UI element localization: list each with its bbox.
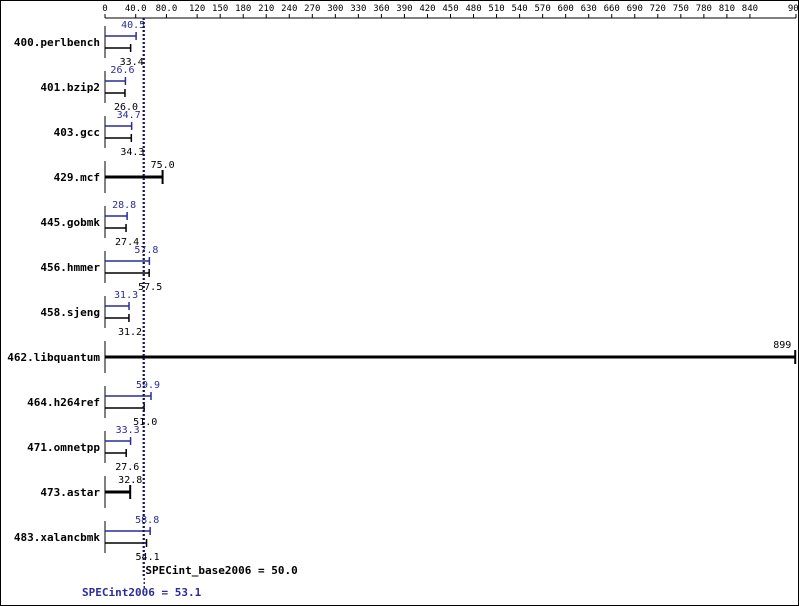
x-tick-label: 390 <box>396 4 412 14</box>
x-tick-label: 840 <box>742 4 758 14</box>
benchmark-label: 445.gobmk <box>40 216 100 229</box>
reference-lines: SPECint_base2006 = 50.0 SPECint2006 = 53.… <box>82 18 298 599</box>
x-tick-label: 540 <box>511 4 527 14</box>
base-value-label: 57.5 <box>138 282 162 293</box>
x-tick-label: 270 <box>304 4 320 14</box>
benchmark-label: 403.gcc <box>54 126 100 139</box>
benchmark-label: 429.mcf <box>54 171 100 184</box>
x-tick-label: 150 <box>212 4 228 14</box>
x-tick-label: 360 <box>373 4 389 14</box>
base-value-label: 31.2 <box>118 327 142 338</box>
x-tick-label: 120 <box>189 4 205 14</box>
x-tick-label: 750 <box>673 4 689 14</box>
x-tick-label: 600 <box>558 4 574 14</box>
benchmark-label: 401.bzip2 <box>40 81 100 94</box>
x-tick-label: 810 <box>719 4 735 14</box>
peak-summary-label: SPECint2006 = 53.1 <box>82 586 202 599</box>
x-tick-label: 570 <box>535 4 551 14</box>
peak-value-label: 40.5 <box>121 20 145 31</box>
x-tick-label: 450 <box>442 4 458 14</box>
bars <box>104 26 797 553</box>
peak-value-label: 28.8 <box>112 200 136 211</box>
x-axis-ticks: 0 40.0 80.0 120 150 180 210 240 270 300 330 360 390 4… <box>102 4 799 19</box>
benchmark-label: 471.omnetpp <box>27 441 100 454</box>
base-value-label: 27.6 <box>115 462 139 473</box>
base-value-label: 54.1 <box>136 552 160 563</box>
benchmark-label: 473.astar <box>40 486 100 499</box>
x-tick-label: 40.0 <box>125 4 147 14</box>
base-value-label: 26.0 <box>114 102 138 113</box>
peak-value-label: 58.8 <box>135 515 159 526</box>
peak-value-label: 57.8 <box>134 245 158 256</box>
x-tick-label: 480 <box>465 4 481 14</box>
base-value-label: 75.0 <box>151 160 175 171</box>
benchmark-label: 400.perlbench <box>14 36 100 49</box>
x-tick-label: 180 <box>235 4 251 14</box>
x-tick-label: 0 <box>102 4 107 14</box>
benchmark-label: 458.sjeng <box>40 306 100 319</box>
x-tick-label: 900 <box>788 4 799 14</box>
x-tick-label: 240 <box>281 4 297 14</box>
base-value-label: 899 <box>773 340 791 351</box>
x-tick-label: 690 <box>627 4 643 14</box>
base-value-label: 34.3 <box>120 147 144 158</box>
peak-value-label: 59.9 <box>136 380 160 391</box>
base-value-label: 32.8 <box>118 475 142 486</box>
benchmark-label: 456.hmmer <box>40 261 100 274</box>
benchmark-label: 483.xalancbmk <box>14 531 100 544</box>
base-value-label: 27.4 <box>115 237 139 248</box>
peak-value-label: 33.3 <box>116 425 140 436</box>
x-tick-label: 510 <box>488 4 504 14</box>
x-tick-label: 330 <box>350 4 366 14</box>
base-summary-label: SPECint_base2006 = 50.0 <box>145 564 297 577</box>
peak-value-label: 34.7 <box>117 110 141 121</box>
benchmark-label: 464.h264ref <box>27 396 100 409</box>
x-tick-label: 780 <box>696 4 712 14</box>
x-tick-label: 630 <box>581 4 597 14</box>
x-tick-label: 300 <box>327 4 343 14</box>
base-value-label: 33.4 <box>120 57 144 68</box>
x-tick-label: 420 <box>419 4 435 14</box>
x-tick-label: 80.0 <box>156 4 178 14</box>
benchmark-label: 462.libquantum <box>7 351 100 364</box>
x-tick-label: 660 <box>604 4 620 14</box>
x-tick-label: 210 <box>258 4 274 14</box>
x-tick-label: 720 <box>650 4 666 14</box>
peak-value-label: 31.3 <box>114 290 138 301</box>
labels: 400.perlbench 40.5 33.4 401.bzip2 26.6 26.0 40… <box>7 20 791 563</box>
peak-value-label: 26.6 <box>110 65 134 76</box>
base-value-label: 51.0 <box>133 417 157 428</box>
